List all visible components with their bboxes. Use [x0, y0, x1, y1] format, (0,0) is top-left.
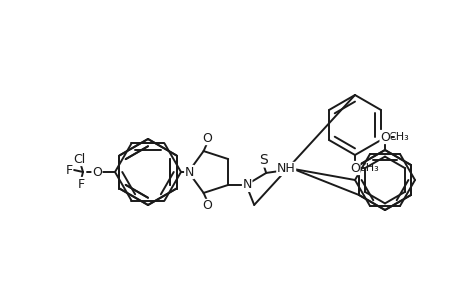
Text: S: S [258, 153, 267, 167]
Text: CH₃: CH₃ [358, 163, 379, 173]
Text: Cl: Cl [73, 152, 85, 166]
Text: F: F [77, 178, 84, 190]
Text: CH₃: CH₃ [388, 132, 409, 142]
Text: F: F [65, 164, 73, 176]
Text: NH: NH [276, 162, 295, 176]
Text: O: O [349, 161, 359, 175]
Text: O: O [202, 200, 212, 212]
Text: N: N [242, 178, 252, 191]
Text: N: N [185, 166, 194, 178]
Text: O: O [202, 132, 212, 145]
Text: O: O [92, 166, 102, 178]
Text: O: O [379, 130, 389, 143]
